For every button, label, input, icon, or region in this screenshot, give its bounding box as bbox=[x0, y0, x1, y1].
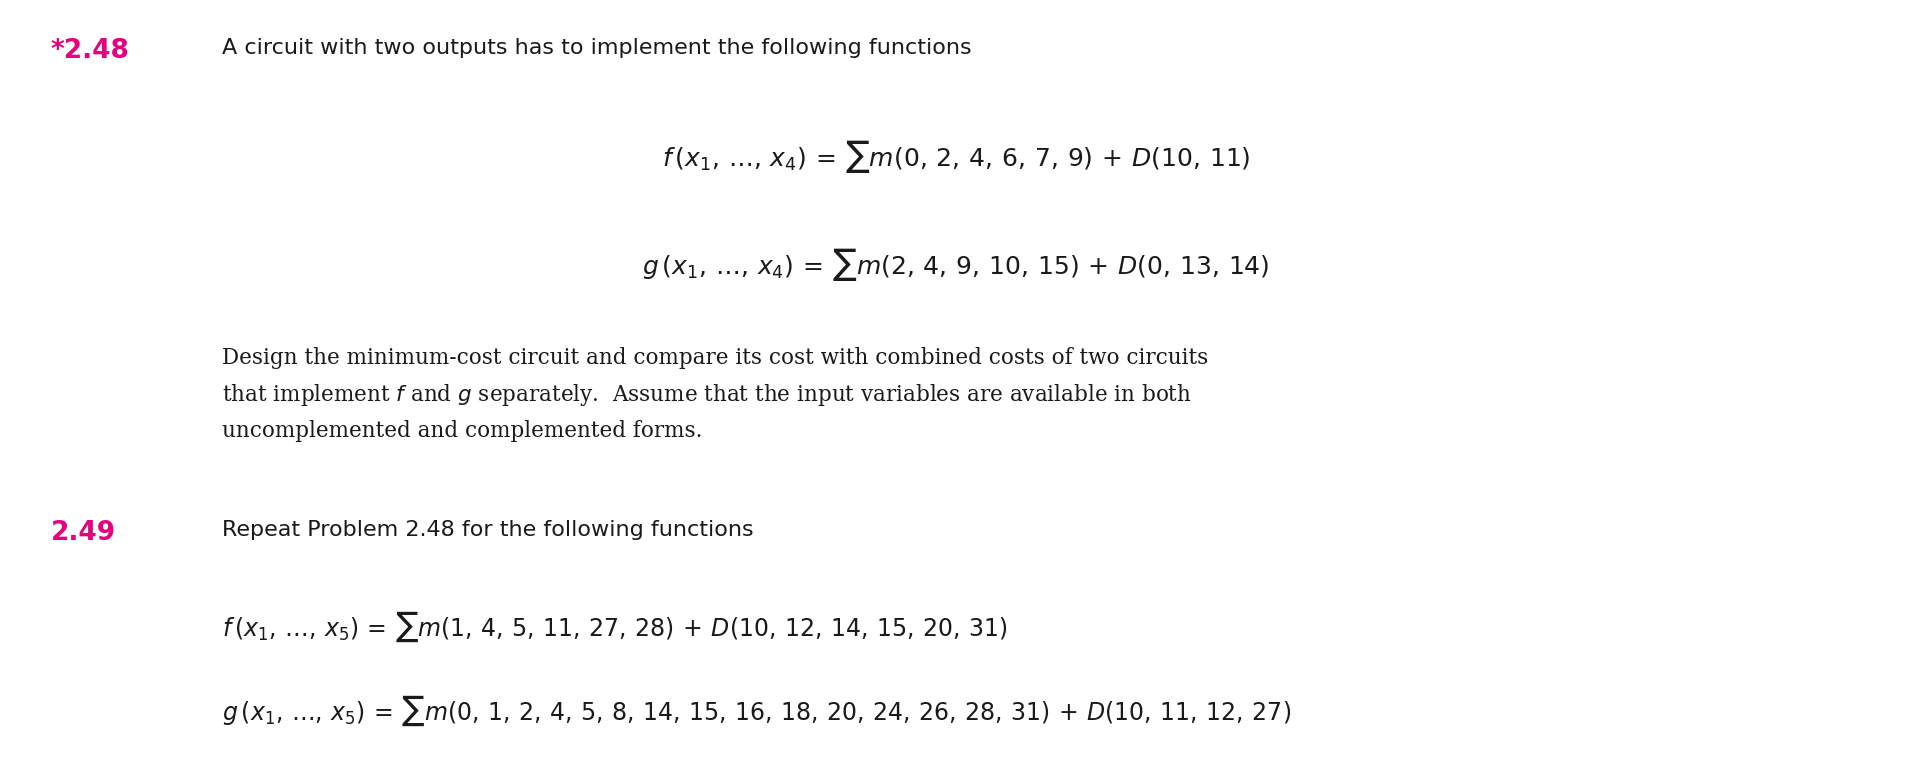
Text: Design the minimum-cost circuit and compare its cost with combined costs of two : Design the minimum-cost circuit and comp… bbox=[222, 346, 1208, 442]
Text: *2.48: *2.48 bbox=[50, 37, 130, 64]
Text: A circuit with two outputs has to implement the following functions: A circuit with two outputs has to implem… bbox=[222, 37, 971, 58]
Text: $f\,(x_1,\,\ldots,\,x_4)\,=\,\sum m(0,\,2,\,4,\,6,\,7,\,9)\,+\,D(10,\,11)$: $f\,(x_1,\,\ldots,\,x_4)\,=\,\sum m(0,\,… bbox=[662, 138, 1250, 175]
Text: $g\,(x_1,\,\ldots,\,x_4)\,=\,\sum m(2,\,4,\,9,\,10,\,15)\,+\,D(0,\,13,\,14)$: $g\,(x_1,\,\ldots,\,x_4)\,=\,\sum m(2,\,… bbox=[642, 246, 1270, 283]
Text: 2.49: 2.49 bbox=[50, 520, 115, 546]
Text: Repeat Problem 2.48 for the following functions: Repeat Problem 2.48 for the following fu… bbox=[222, 520, 753, 540]
Text: $f\,(x_1,\,\ldots,\,x_5)\,=\,\sum m(1,\,4,\,5,\,11,\,27,\,28)\,+\,D(10,\,12,\,14: $f\,(x_1,\,\ldots,\,x_5)\,=\,\sum m(1,\,… bbox=[222, 609, 1008, 643]
Text: $g\,(x_1,\,\ldots,\,x_5)\,=\,\sum m(0,\,1,\,2,\,4,\,5,\,8,\,14,\,15,\,16,\,18,\,: $g\,(x_1,\,\ldots,\,x_5)\,=\,\sum m(0,\,… bbox=[222, 694, 1291, 728]
